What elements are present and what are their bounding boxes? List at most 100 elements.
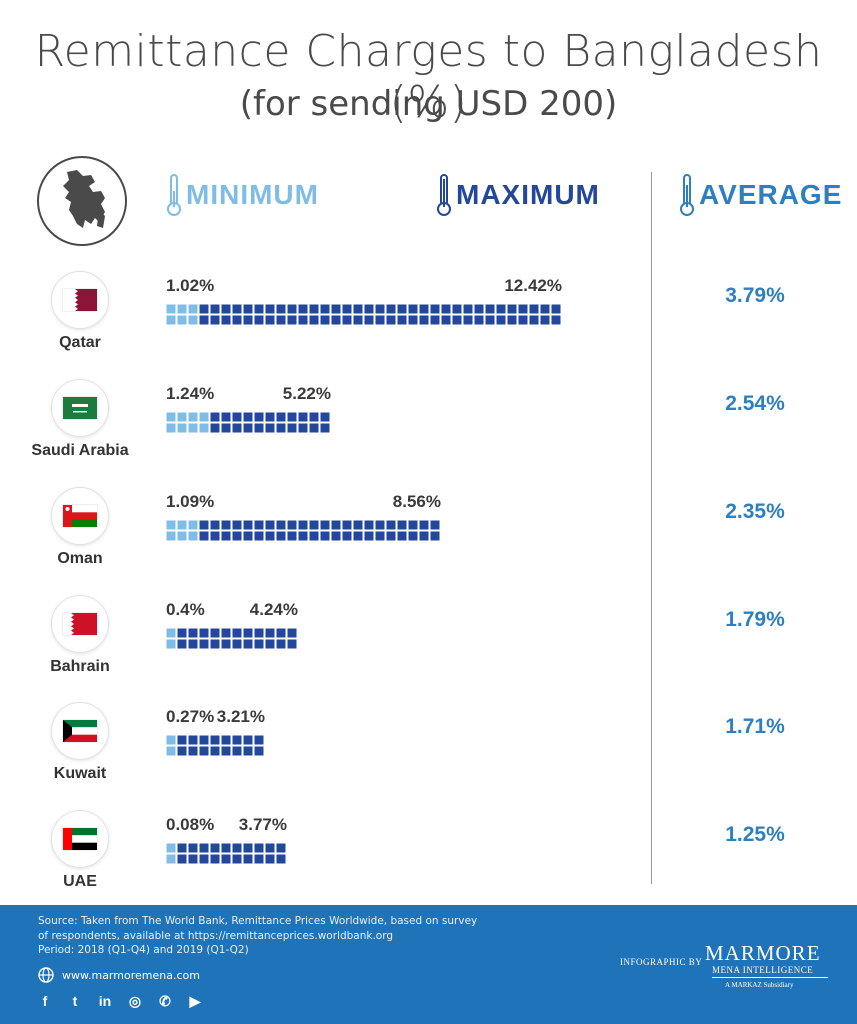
- min-value-label: 1.02%: [166, 276, 215, 295]
- max-cell: [320, 412, 330, 422]
- max-cell: [232, 639, 242, 649]
- max-cell: [210, 520, 220, 530]
- period-note: Period: 2018 (Q1-Q4) and 2019 (Q1-Q2): [38, 944, 249, 956]
- average-value-label: 1.25%: [725, 823, 785, 846]
- max-cell: [221, 412, 231, 422]
- uae-flag-icon: [63, 828, 97, 850]
- max-cell: [386, 531, 396, 541]
- min-cell: [177, 520, 187, 530]
- max-cell: [419, 304, 429, 314]
- min-cell: [166, 304, 176, 314]
- max-cell: [210, 735, 220, 745]
- globe-icon: [38, 967, 54, 983]
- chart-row: Oman 1.09% 8.56% 2.35%: [0, 488, 857, 588]
- twitter-icon[interactable]: t: [72, 993, 78, 1009]
- min-cell: [199, 423, 209, 433]
- column-divider: [651, 172, 652, 884]
- max-cell: [265, 843, 275, 853]
- max-cell: [364, 531, 374, 541]
- max-cell: [254, 531, 264, 541]
- max-cell: [496, 304, 506, 314]
- max-cell: [232, 315, 242, 325]
- max-cell: [331, 520, 341, 530]
- max-cell: [408, 531, 418, 541]
- max-cell: [221, 531, 231, 541]
- min-cell: [166, 746, 176, 756]
- max-value-label: 4.24%: [249, 600, 298, 619]
- linkedin-icon[interactable]: in: [98, 993, 112, 1009]
- max-cell: [364, 304, 374, 314]
- max-cell: [265, 639, 275, 649]
- min-cell: [166, 412, 176, 422]
- max-cell: [540, 315, 550, 325]
- max-cell: [375, 520, 385, 530]
- average-value-label: 3.79%: [725, 284, 785, 307]
- website-link[interactable]: www.marmoremena.com: [38, 967, 200, 983]
- max-cell: [254, 423, 264, 433]
- max-cell: [232, 628, 242, 638]
- max-cell: [254, 854, 264, 864]
- youtube-icon[interactable]: ▶: [189, 992, 201, 1009]
- whatsapp-icon[interactable]: ✆: [159, 992, 171, 1009]
- instagram-icon[interactable]: ◎: [128, 992, 142, 1009]
- max-value-label: 5.22%: [282, 384, 331, 403]
- source-line-1: Source: Taken from The World Bank, Remit…: [38, 915, 478, 927]
- thermometer-max-icon: [437, 174, 451, 216]
- max-cell: [243, 531, 253, 541]
- max-cell: [199, 746, 209, 756]
- max-cell: [199, 628, 209, 638]
- max-cell: [375, 315, 385, 325]
- max-cell: [265, 423, 275, 433]
- max-cell: [221, 735, 231, 745]
- thermometer-avg-icon: [680, 174, 694, 216]
- max-cell: [320, 315, 330, 325]
- range-bar: [166, 735, 264, 756]
- max-cell: [254, 843, 264, 853]
- max-cell: [474, 304, 484, 314]
- max-cell: [199, 854, 209, 864]
- brand-logo: MARMORE: [705, 941, 821, 965]
- max-cell: [276, 854, 286, 864]
- legend-minimum: MINIMUM: [166, 172, 319, 218]
- max-cell: [265, 520, 275, 530]
- max-cell: [518, 315, 528, 325]
- max-cell: [188, 628, 198, 638]
- max-cell: [188, 843, 198, 853]
- max-cell: [265, 531, 275, 541]
- max-cell: [221, 639, 231, 649]
- min-cell: [177, 412, 187, 422]
- max-cell: [232, 843, 242, 853]
- average-value-label: 1.71%: [725, 715, 785, 738]
- max-cell: [188, 854, 198, 864]
- website-text: www.marmoremena.com: [62, 968, 200, 982]
- country-label: Qatar: [59, 334, 101, 351]
- max-cell: [298, 315, 308, 325]
- min-value-label: 0.27%: [166, 707, 215, 726]
- max-cell: [430, 531, 440, 541]
- max-cell: [287, 304, 297, 314]
- min-cell: [188, 520, 198, 530]
- saudi-arabia-flag-icon: [63, 397, 97, 419]
- country-label: Oman: [57, 550, 103, 567]
- max-value-label: 3.77%: [238, 815, 287, 834]
- max-cell: [254, 304, 264, 314]
- max-cell: [243, 746, 253, 756]
- max-cell: [243, 639, 253, 649]
- min-cell: [166, 520, 176, 530]
- max-cell: [243, 854, 253, 864]
- max-cell: [177, 628, 187, 638]
- max-cell: [210, 315, 220, 325]
- max-cell: [232, 423, 242, 433]
- max-cell: [320, 423, 330, 433]
- max-cell: [397, 304, 407, 314]
- max-cell: [463, 315, 473, 325]
- facebook-icon[interactable]: f: [42, 993, 48, 1009]
- max-cell: [210, 628, 220, 638]
- max-cell: [221, 843, 231, 853]
- max-cell: [309, 412, 319, 422]
- max-cell: [452, 304, 462, 314]
- max-cell: [254, 520, 264, 530]
- max-cell: [221, 746, 231, 756]
- average-value-label: 1.79%: [725, 608, 785, 631]
- brand-divider: [712, 977, 828, 978]
